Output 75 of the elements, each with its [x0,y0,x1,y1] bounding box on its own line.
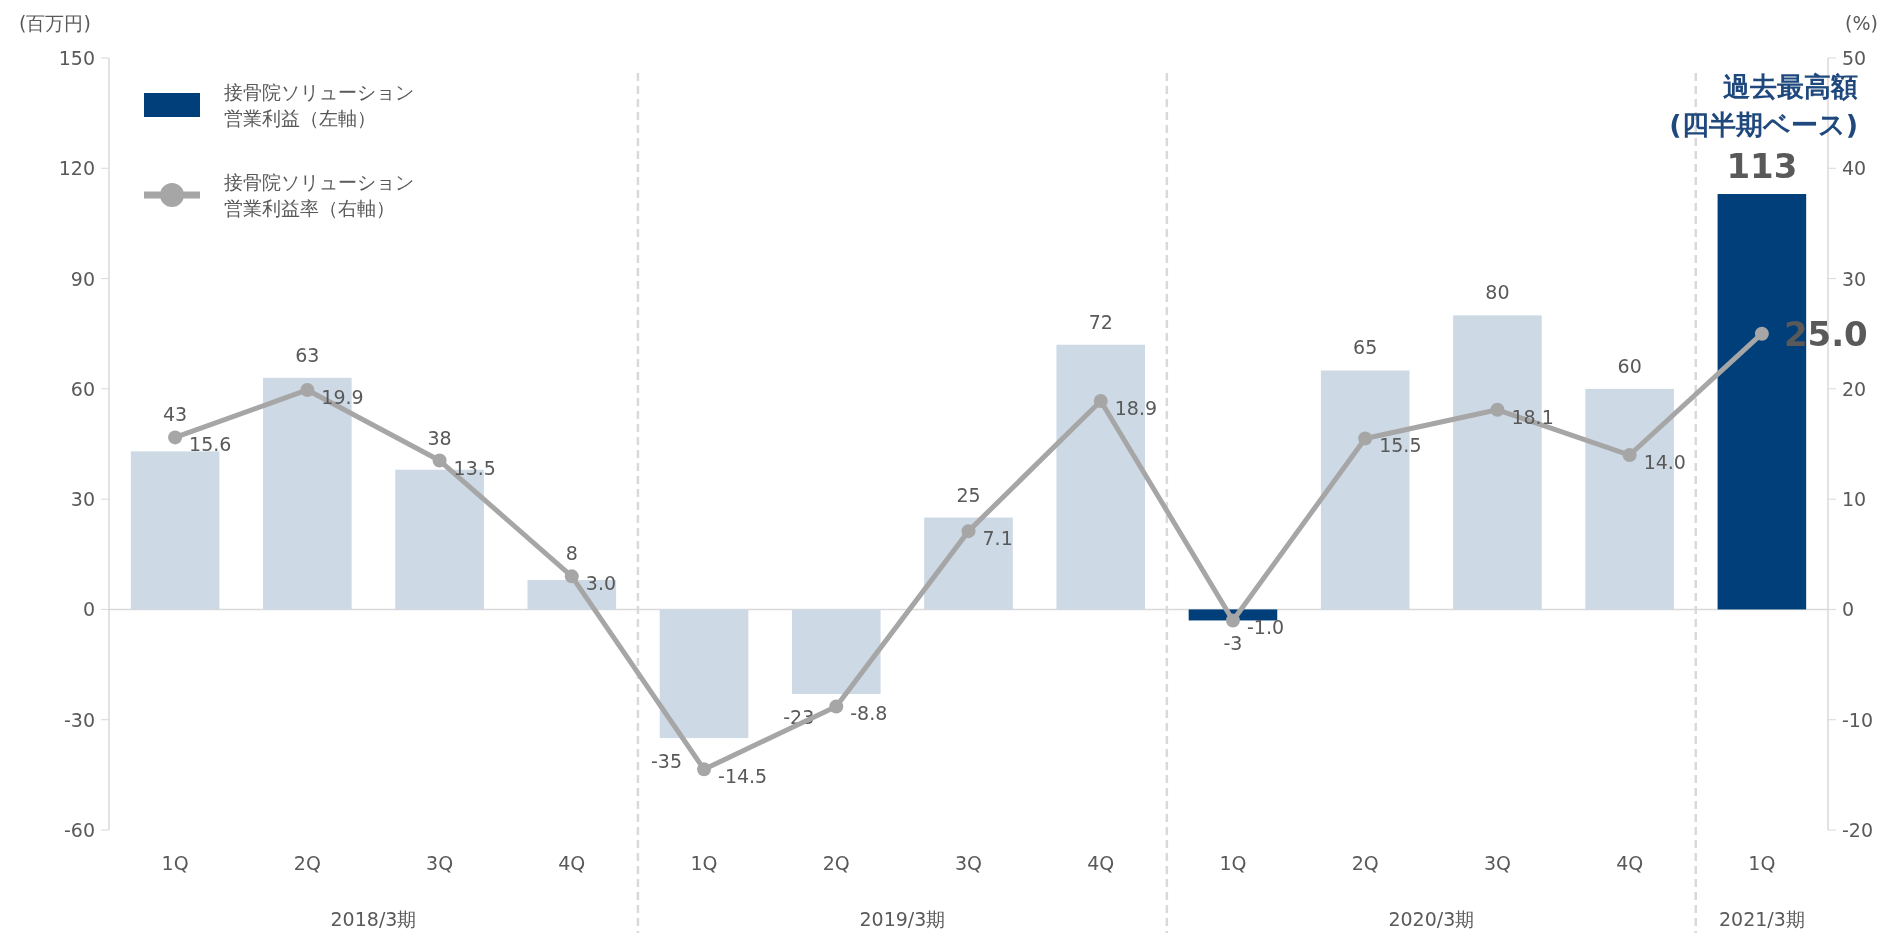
x-tick-label: 2Q [293,852,321,874]
point [564,569,579,584]
y2-tick-label: 20 [1842,377,1867,400]
y-tick-label: 90 [70,267,95,290]
data-label: 25 [956,483,981,506]
x-tick-label: 1Q [690,852,718,874]
data-label: -3 [1223,632,1243,655]
point [432,453,447,468]
y-tick-label: 30 [70,488,95,511]
point [961,524,976,539]
x-tick-label: 1Q [1219,852,1247,874]
data-label: 80 [1485,281,1510,304]
y2-tick-label: 30 [1842,267,1867,290]
data-label: 43 [163,403,188,426]
data-label: 8 [565,542,578,565]
y-tick-label: 150 [58,47,95,69]
point [1754,326,1769,341]
data-label: -35 [650,750,683,773]
text: 2020/3期 [1388,908,1475,930]
y-tick-label: -30 [63,708,95,731]
data-label: 113 [1726,146,1798,187]
x-tick-label: 2Q [822,852,850,874]
data-label: 38 [427,426,452,449]
y-tick-label: 120 [58,157,95,180]
data-label: 72 [1088,310,1113,333]
x-tick-label: 2Q [1351,852,1379,874]
x-tick-label: 3Q [954,852,983,874]
y2-tick-label: -20 [1842,819,1874,841]
data-label: 18.9 [1114,396,1158,419]
x-tick-label: 1Q [161,852,189,874]
text: 2021/3期 [1718,908,1805,930]
x-tick-label: 1Q [1748,852,1776,874]
data-label: 60 [1617,354,1642,377]
point [168,430,183,445]
data-label: 13.5 [453,456,496,479]
point [1225,613,1240,628]
data-label: 65 [1353,336,1378,359]
data-label: 7.1 [982,527,1013,550]
text: 2018/3期 [330,908,417,930]
x-tick-label: 3Q [1483,852,1511,874]
x-tick-label: 4Q [1087,852,1115,874]
point [697,762,712,777]
data-label: 63 [295,343,320,366]
y-tick-label: 60 [70,377,95,400]
data-label: 14.0 [1643,451,1686,474]
y2-tick-label: 50 [1842,47,1867,69]
data-label: -1.0 [1246,616,1285,639]
text: 2019/3期 [859,908,946,930]
data-label: 18.1 [1511,405,1554,428]
x-tick-label: 4Q [558,852,586,874]
annotation: 過去最高額(四半期ベース) [1669,71,1858,140]
x-tick-label: 3Q [426,852,454,874]
data-label: -8.8 [850,702,888,725]
data-label: 3.0 [585,572,617,595]
data-label: 19.9 [321,385,364,408]
y-axis-title: (百万円) [19,12,91,34]
data-label: 15.5 [1379,434,1422,457]
y-tick-label: -60 [63,819,95,841]
y2-tick-label: 40 [1842,157,1867,180]
legend-label: 接骨院ソリューション営業利益率（右軸） [224,171,414,219]
x-tick-label: 4Q [1616,852,1644,874]
point [300,382,315,397]
point [1622,448,1637,463]
data-label: -14.5 [718,765,768,788]
point [1093,393,1108,408]
data-label: 15.6 [189,433,232,456]
point [1490,402,1505,417]
y2-tick-label: 0 [1842,598,1855,621]
y2-tick-label: -10 [1842,708,1874,731]
point [829,699,844,714]
y-tick-label: 0 [82,598,95,621]
y2-tick-label: 10 [1842,488,1867,511]
y2-axis-title: (%) [1845,12,1878,34]
point [1358,431,1373,446]
legend-label: 接骨院ソリューション営業利益（左軸） [224,81,414,129]
